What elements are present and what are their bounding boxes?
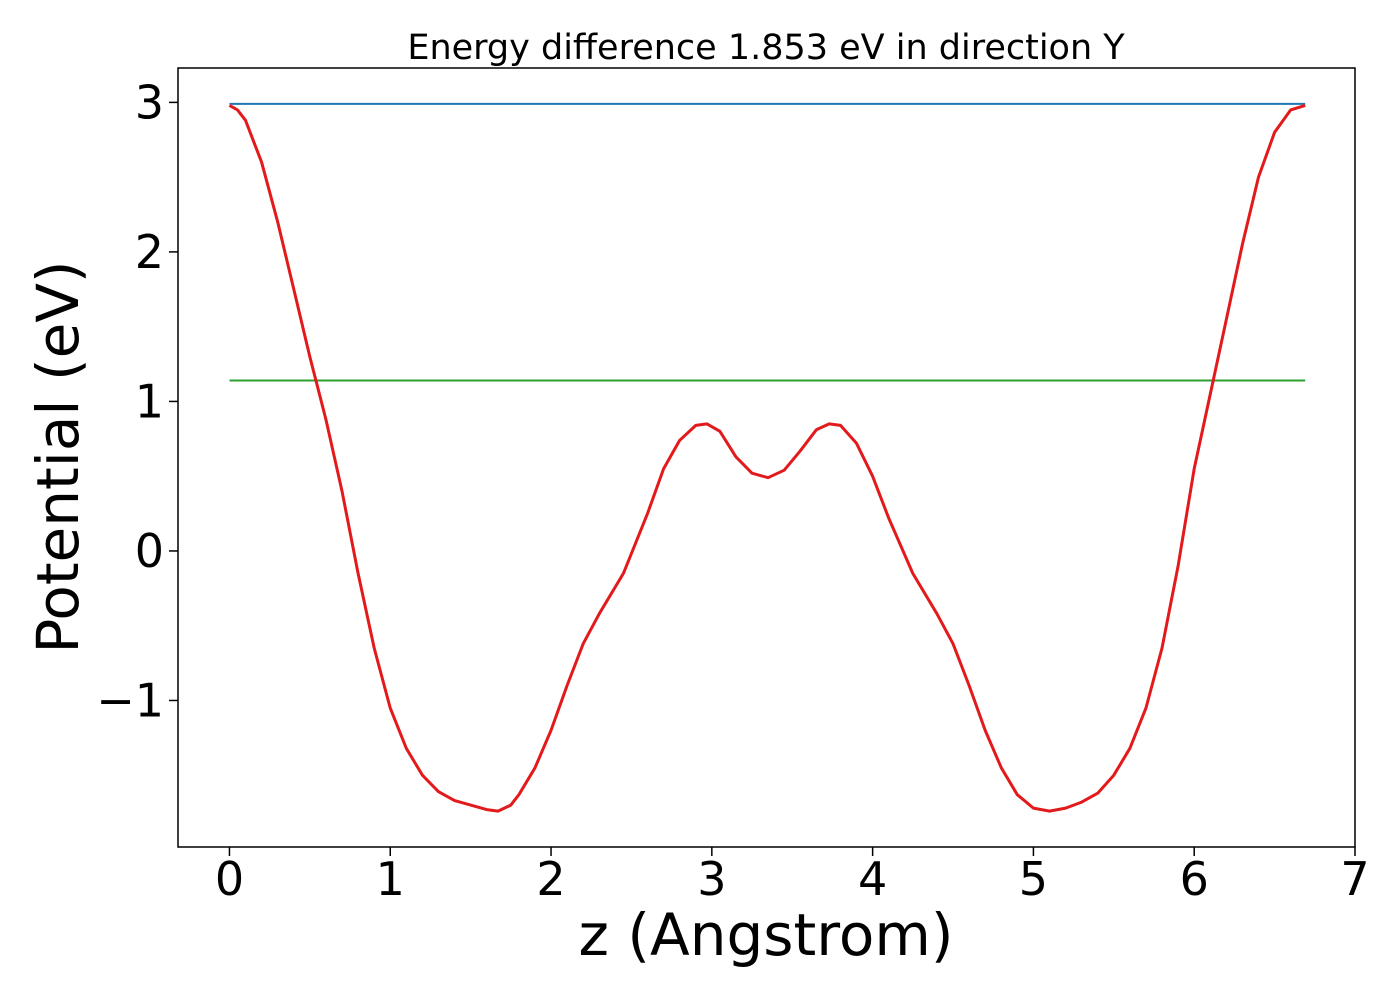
y-tick-label: 0 bbox=[135, 524, 164, 578]
x-tick-label: 5 bbox=[1019, 852, 1048, 906]
y-tick-label: 1 bbox=[135, 374, 164, 428]
series-line-3 bbox=[228, 103, 1306, 813]
y-axis-ticks: −1 0 1 2 3 bbox=[96, 75, 178, 727]
x-axis-ticks: 0 1 2 3 4 5 6 7 bbox=[215, 847, 1370, 906]
chart-title: Energy difference 1.853 eV in direction … bbox=[407, 28, 1125, 68]
x-tick-label: 0 bbox=[215, 852, 244, 906]
y-tick-label: 2 bbox=[135, 225, 164, 279]
y-axis-label: Potential (eV) bbox=[24, 260, 92, 653]
x-tick-label: 6 bbox=[1180, 852, 1209, 906]
x-tick-label: 3 bbox=[697, 852, 726, 906]
y-tick-label: 3 bbox=[135, 75, 164, 129]
x-tick-label: 1 bbox=[376, 852, 405, 906]
x-tick-label: 2 bbox=[536, 852, 565, 906]
plot-area bbox=[177, 67, 1356, 848]
x-tick-label: 4 bbox=[858, 852, 887, 906]
y-tick-label: −1 bbox=[96, 673, 164, 727]
x-axis-label: z (Angstrom) bbox=[579, 901, 954, 969]
x-tick-label: 7 bbox=[1340, 852, 1369, 906]
series-layer bbox=[228, 102, 1306, 813]
